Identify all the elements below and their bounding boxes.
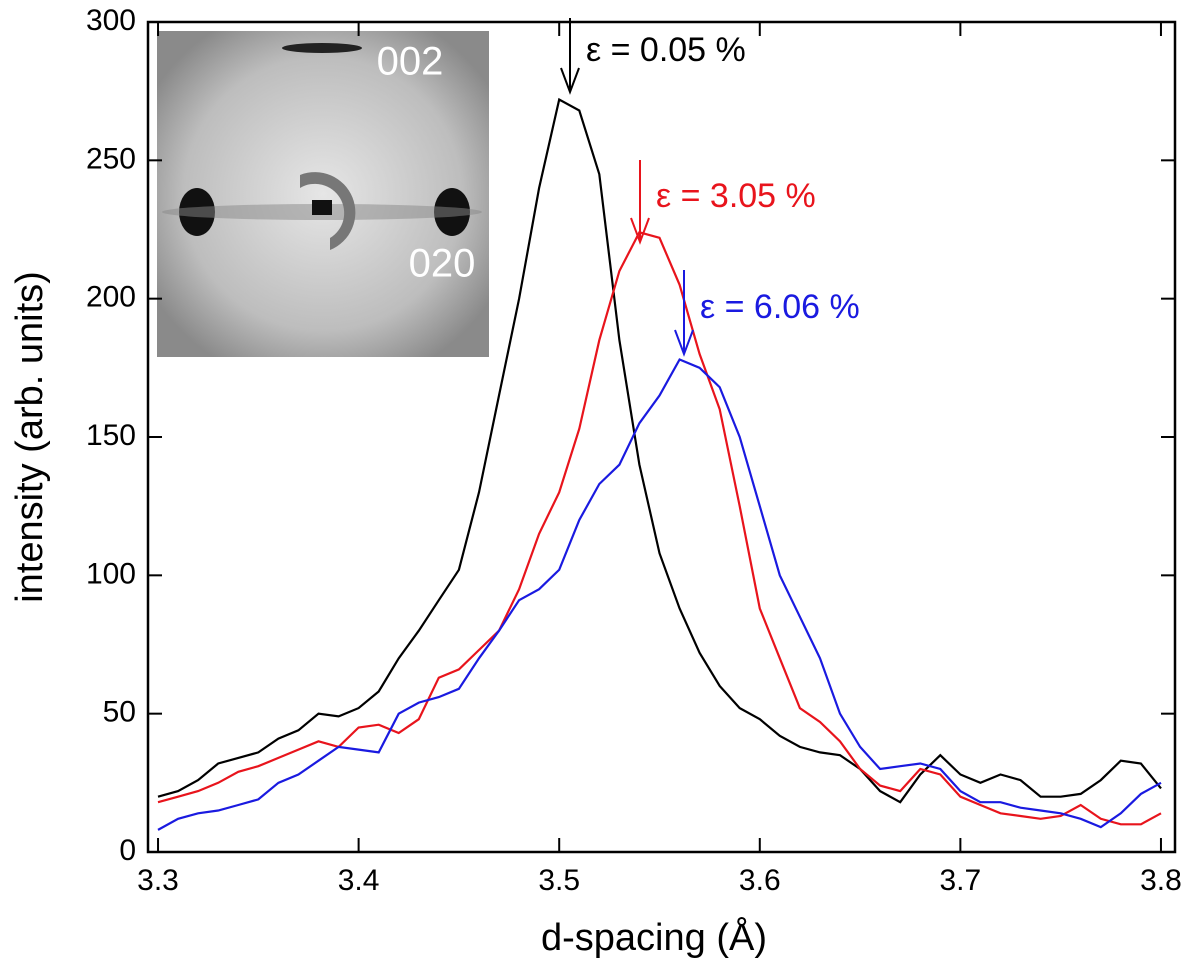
annotation-arrow (560, 67, 580, 95)
plot-frame (146, 20, 1177, 854)
series-line (157, 97, 1162, 804)
x-tick-label: 3.8 (1140, 864, 1182, 897)
series-line (157, 231, 1162, 826)
x-tick-label: 3.5 (538, 864, 580, 897)
legend-label: ε = 6.06 % (700, 288, 860, 326)
series-line (157, 358, 1162, 831)
y-tick-label: 300 (86, 4, 136, 37)
x-tick-label: 3.7 (940, 864, 982, 897)
y-tick-label: 200 (86, 281, 136, 314)
x-axis-label: d-spacing (Å) (541, 915, 767, 959)
y-tick-label: 100 (86, 557, 136, 590)
inset-label: 020 (409, 242, 476, 286)
y-tick-label: 150 (86, 419, 136, 452)
x-tick-label: 3.4 (338, 864, 380, 897)
y-tick-label: 0 (119, 834, 136, 867)
x-tick-label: 3.3 (137, 864, 179, 897)
y-tick-label: 250 (86, 142, 136, 175)
legend-label: ε = 0.05 % (586, 31, 746, 69)
y-axis-label: intensity (arb. units) (9, 271, 51, 603)
y-tick-label: 50 (103, 696, 136, 729)
legend-label: ε = 3.05 % (656, 177, 816, 215)
inset-image (157, 31, 489, 357)
x-tick-label: 3.6 (739, 864, 781, 897)
annotation-arrow (630, 217, 650, 245)
annotation-arrow (674, 329, 694, 357)
inset-label: 002 (377, 40, 444, 84)
